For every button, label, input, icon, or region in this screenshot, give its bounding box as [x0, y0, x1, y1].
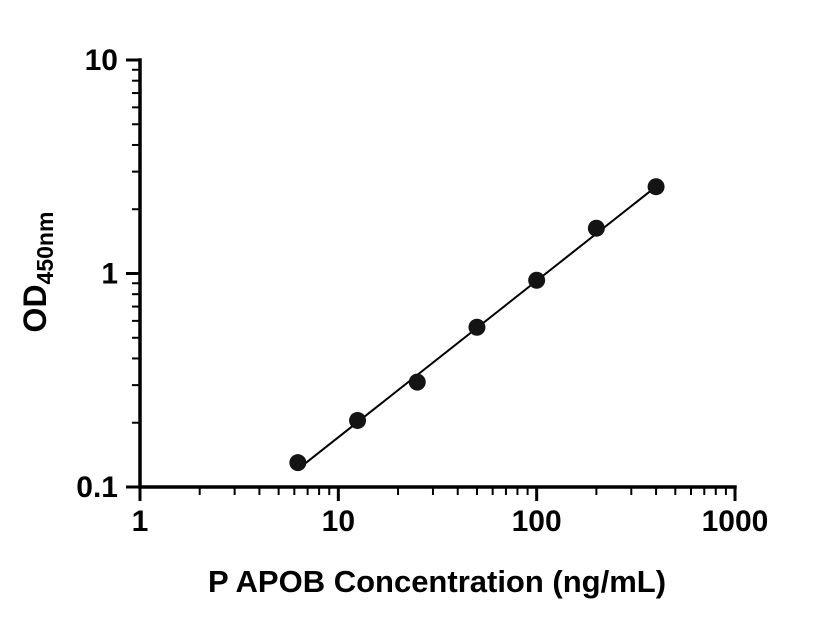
data-point: [349, 411, 367, 429]
data-point: [587, 219, 605, 237]
data-point: [408, 373, 426, 391]
y-tick-label: 1: [101, 258, 118, 291]
data-layer: [289, 178, 665, 472]
axes-layer: 1 10 100 1000 0.1 1 10: [76, 44, 768, 538]
x-tick-label: 1: [132, 505, 149, 538]
axis-frame: [138, 58, 737, 489]
data-point: [289, 454, 307, 472]
data-point: [528, 271, 546, 289]
x-tick-label: 100: [512, 505, 562, 538]
y-tick-label: 0.1: [76, 471, 118, 504]
data-point: [468, 318, 486, 336]
x-axis-title: P APOB Concentration (ng/mL): [208, 564, 666, 599]
y-tick-label: 10: [85, 44, 118, 77]
y-axis-title-main: OD: [17, 284, 53, 332]
x-tick-label: 1000: [702, 505, 769, 538]
y-axis-title-subscript: 450nm: [32, 212, 58, 285]
data-point: [647, 178, 665, 196]
x-tick-label: 10: [322, 505, 355, 538]
y-axis-title: OD450nm: [17, 212, 58, 333]
